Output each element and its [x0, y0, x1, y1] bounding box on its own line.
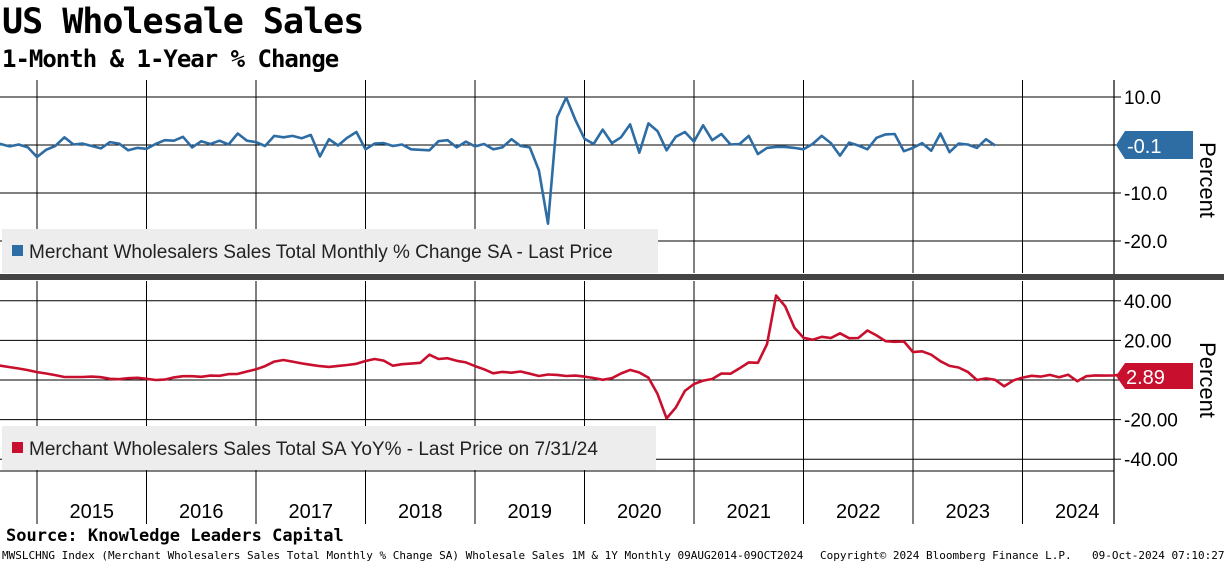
bottom-legend: Merchant Wholesalers Sales Total SA YoY%… — [2, 426, 656, 470]
legend-swatch-red — [12, 442, 23, 453]
last-value-badge-blue: -0.1 — [1116, 131, 1193, 159]
top-legend: Merchant Wholesalers Sales Total Monthly… — [2, 229, 658, 273]
y-tick-label: 10.0 — [1124, 88, 1161, 109]
legend-label-yoy: Merchant Wholesalers Sales Total SA YoY%… — [29, 439, 598, 460]
bottom-axis-ticks: 40.00 20.00 -20.00 -40.00 — [1114, 292, 1178, 471]
legend-background — [2, 426, 656, 470]
panel-divider[interactable] — [0, 274, 1224, 280]
x-tick-label: 2015 — [70, 501, 115, 523]
legend-swatch-blue — [12, 245, 23, 256]
top-axis-ticks: 10.0 -10.0 -20.0 — [1114, 88, 1167, 253]
y-tick-label: -20.00 — [1124, 411, 1178, 432]
legend-background — [2, 229, 658, 273]
footer-copyright: Copyright© 2024 Bloomberg Finance L.P. — [820, 549, 1072, 562]
last-value-badge-red: 2.89 — [1116, 363, 1193, 389]
y-tick-label: -40.00 — [1124, 450, 1178, 471]
legend-label-monthly: Merchant Wholesalers Sales Total Monthly… — [29, 242, 613, 263]
x-tick-label: 2016 — [179, 501, 224, 523]
y-tick-label: 20.00 — [1124, 331, 1172, 352]
x-tick-label: 2017 — [289, 501, 334, 523]
series-line-monthly-change — [0, 96, 996, 225]
chart-subtitle: 1-Month & 1-Year % Change — [2, 45, 339, 73]
chart-title: US Wholesale Sales — [2, 2, 364, 42]
y-axis-label-top: Percent — [1195, 142, 1220, 218]
badge-shape — [1116, 363, 1193, 389]
x-tick-label: 2022 — [836, 501, 881, 523]
last-value-label: -0.1 — [1127, 136, 1161, 158]
y-tick-label: -10.0 — [1124, 184, 1167, 205]
footer-datetime: 09-Oct-2024 07:10:27 — [1092, 549, 1224, 562]
series-line-yoy-change — [0, 294, 1132, 420]
y-axis-label-bottom: Percent — [1195, 342, 1220, 418]
x-tick-label: 2024 — [1055, 501, 1100, 523]
footer-index-info: MWSLCHNG Index (Merchant Wholesalers Sal… — [2, 549, 804, 562]
y-tick-label: 40.00 — [1124, 292, 1172, 313]
x-axis-labels: 2015 2016 2017 2018 2019 2020 2021 2022 2023 2024 — [70, 501, 1100, 523]
source-note: Source: Knowledge Leaders Capital — [6, 526, 344, 546]
chart-area: 10.0 -10.0 -20.0 40.00 20.00 -20.00 -40.00 Me… — [0, 80, 1224, 524]
badge-shape — [1116, 131, 1193, 159]
x-tick-label: 2021 — [727, 501, 772, 523]
x-tick-label: 2023 — [946, 501, 991, 523]
y-tick-label: -20.0 — [1124, 232, 1167, 253]
last-value-label: 2.89 — [1126, 367, 1165, 389]
x-tick-label: 2018 — [398, 501, 443, 523]
x-tick-label: 2019 — [508, 501, 553, 523]
x-tick-label: 2020 — [617, 501, 662, 523]
